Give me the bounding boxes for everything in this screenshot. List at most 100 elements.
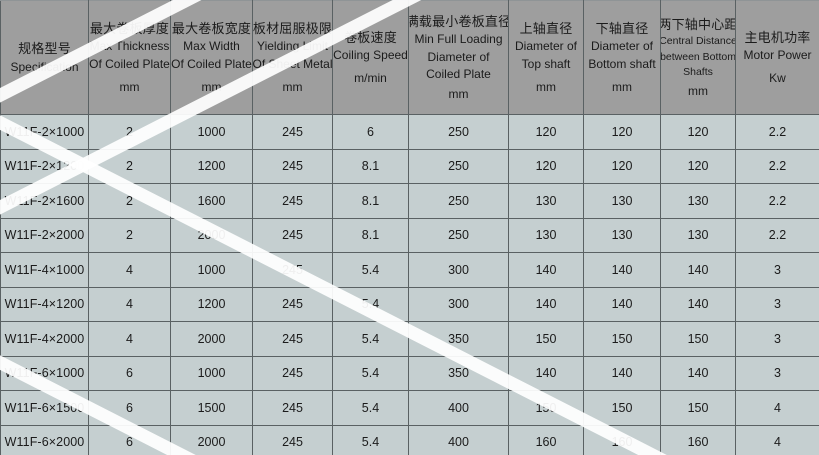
table-row: W11F-2×1000 2 1000 245 6 250 120 120 120 2.2 [0,114,819,150]
cell-specification: W11F-4×1200 [0,286,89,322]
table-row: W11F-2×1200 2 1200 245 8.1 250 120 120 120 2.2 [0,148,819,184]
cell-specification: W11F-6×1000 [0,355,89,391]
cell-coiling-speed: 8.1 [332,148,409,184]
table-row: W11F-2×1600 2 1600 245 8.1 250 130 130 130 2.2 [0,183,819,219]
header-unit-yielding-limit: mm [282,79,303,94]
cell-motor-power: 2.2 [735,114,819,150]
cell-diameter-of: 140 [583,355,661,391]
cell-motor-power: 2.2 [735,183,819,219]
cell-diameter-of: 120 [508,114,584,150]
cell-max-thickness: 6 [88,390,171,426]
cell-motor-power: 4 [735,424,819,455]
cell-diameter-of: 140 [508,355,584,391]
cell-max-width: 1500 [170,390,253,426]
cell-central-distance: 120 [660,114,736,150]
cell-motor-power: 3 [735,355,819,391]
cell-diameter-of: 130 [508,183,584,219]
header-cn-specification: 规格型号 [18,41,71,57]
cell-diameter-of: 120 [508,148,584,184]
cell-min-full-loading: 250 [408,217,509,253]
cell-max-thickness: 2 [88,183,171,219]
column-header-max-thickness: 最大卷板厚度 Max Thickness Of Coiled Plate mm [88,0,171,115]
table-body: W11F-2×1000 2 1000 245 6 250 120 120 120 2.2 W11F-… [0,114,819,455]
cell-central-distance: 130 [660,217,736,253]
header-cn-min-full-loading-diameter: 满载最小卷板直径 [408,13,509,29]
cell-coiling-speed: 5.4 [332,424,409,455]
header-cn-coiling-speed: 卷板速度 [344,29,397,45]
cell-diameter-of: 140 [508,286,584,322]
header-cn-yielding-limit: 板材屈服极限 [252,20,333,36]
header-en-top-shaft-2: Top shaft [521,56,571,71]
header-en-motor-power: Motor Power [743,48,812,63]
cell-motor-power: 2.2 [735,217,819,253]
table-row: W11F-4×2000 4 2000 245 5.4 350 150 150 150 3 [0,321,819,357]
header-en-central-distance-1: Central Distance [660,35,736,48]
cell-central-distance: 120 [660,148,736,184]
cell-diameter-of: 120 [583,148,661,184]
cell-max-width: 1000 [170,355,253,391]
header-en-min-full-loading-2: Diameter of [427,49,490,64]
cell-specification: W11F-2×2000 [0,217,89,253]
cell-coiling-speed: 8.1 [332,217,409,253]
header-en-specification: Specification [10,59,79,74]
header-en-central-distance-2: between Bottom [660,50,736,63]
header-en-coiling-speed: Coiling Speed [333,48,408,63]
cell-diameter-of: 150 [583,390,661,426]
cell-max-width: 2000 [170,424,253,455]
cell-min-full-loading: 250 [408,148,509,184]
cell-diameter-of: 130 [583,217,661,253]
cell-specification: W11F-2×1200 [0,148,89,184]
cell-coiling-speed: 6 [332,114,409,150]
cell-yielding-limit: 245 [252,286,333,322]
table-row: W11F-6×2000 6 2000 245 5.4 400 160 160 160 4 [0,424,819,455]
cell-min-full-loading: 300 [408,286,509,322]
cell-max-thickness: 2 [88,217,171,253]
cell-diameter-of: 150 [583,321,661,357]
column-header-bottom-shaft-diameter: 下轴直径 Diameter of Bottom shaft mm [583,0,661,115]
cell-yielding-limit: 245 [252,424,333,455]
header-unit-bottom-shaft: mm [612,79,632,94]
cell-min-full-loading: 350 [408,355,509,391]
cell-coiling-speed: 5.4 [332,252,409,288]
cell-max-thickness: 6 [88,424,171,455]
header-en-yielding-limit-2: Of Sheet Metal [252,56,333,71]
column-header-max-width: 最大卷板宽度 Max Width Of Coiled Plate mm [170,0,253,115]
header-unit-central-distance: mm [688,83,708,98]
cell-motor-power: 4 [735,390,819,426]
column-header-coiling-speed: 卷板速度 Coiling Speed m/min [332,0,409,115]
cell-diameter-of: 120 [583,114,661,150]
header-en-max-thickness-1: Max Thickness [89,39,170,54]
cell-central-distance: 160 [660,424,736,455]
cell-yielding-limit: 245 [252,252,333,288]
cell-min-full-loading: 300 [408,252,509,288]
cell-yielding-limit: 245 [252,321,333,357]
header-row: 规格型号 Specification 最大卷板厚度 Max Thickness … [0,0,819,115]
cell-diameter-of: 160 [583,424,661,455]
cell-yielding-limit: 245 [252,217,333,253]
cell-central-distance: 130 [660,183,736,219]
header-cn-central-distance: 两下轴中心距 [660,16,736,32]
cell-max-width: 1200 [170,286,253,322]
header-en-max-thickness-2: Of Coiled Plate [89,56,170,71]
header-unit-min-full-loading: mm [448,86,469,101]
cell-central-distance: 140 [660,355,736,391]
header-unit-coiling-speed: m/min [354,71,387,86]
cell-coiling-speed: 5.4 [332,286,409,322]
cell-coiling-speed: 5.4 [332,355,409,391]
cell-yielding-limit: 245 [252,114,333,150]
header-en-top-shaft-1: Diameter of [514,39,578,54]
header-en-max-width-1: Max Width [183,39,240,54]
header-cn-motor-power: 主电机功率 [744,29,811,45]
cell-motor-power: 2.2 [735,148,819,184]
cell-max-thickness: 4 [88,321,171,357]
cell-yielding-limit: 245 [252,183,333,219]
table-row: W11F-2×2000 2 2000 245 8.1 250 130 130 130 2.2 [0,217,819,253]
cell-motor-power: 3 [735,286,819,322]
cell-diameter-of: 130 [508,217,584,253]
cell-specification: W11F-6×2000 [0,424,89,455]
column-header-top-shaft-diameter: 上轴直径 Diameter of Top shaft mm [508,0,584,115]
header-cn-top-shaft: 上轴直径 [519,20,573,36]
cell-diameter-of: 130 [583,183,661,219]
cell-specification: W11F-2×1600 [0,183,89,219]
